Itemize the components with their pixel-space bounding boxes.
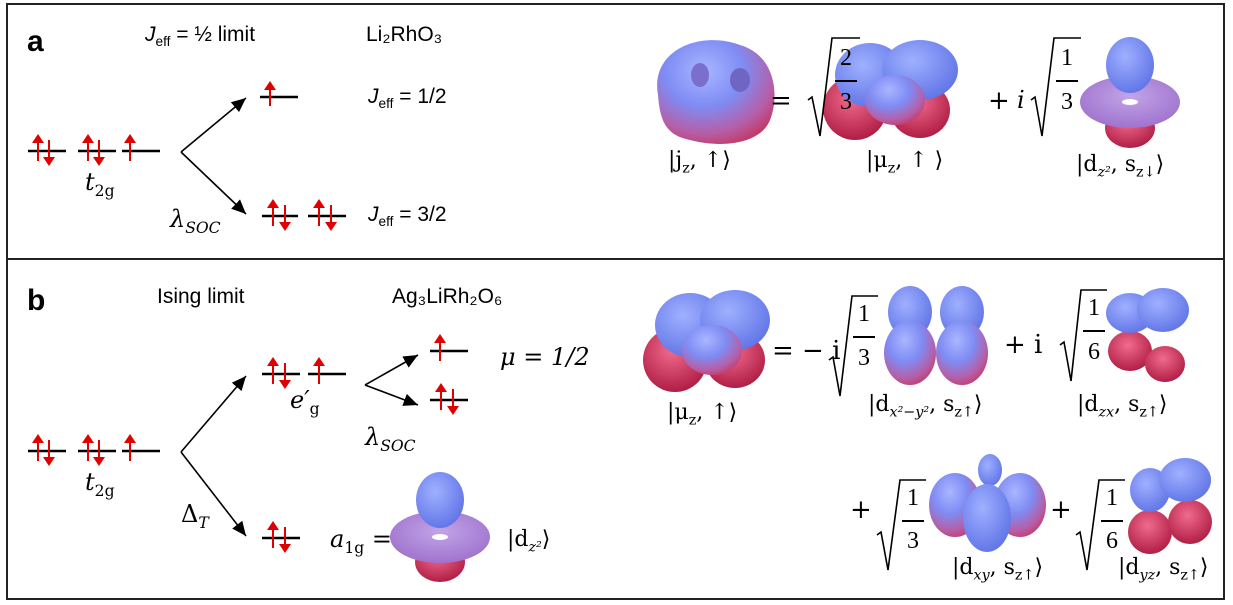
orbital-dz2-a: [1080, 37, 1180, 148]
plus-b2: +: [850, 495, 872, 525]
coef2-num: 1: [1061, 45, 1073, 71]
delta-t-label: ΔT: [181, 500, 209, 532]
jeff-limit-title: Jeff = ½ limit: [145, 23, 256, 50]
coefD-num: 1: [1106, 485, 1118, 511]
ket-mu-z-a: |μz, ↑ ⟩: [866, 148, 944, 177]
plus-i-b1: + i: [1004, 330, 1043, 360]
ket-dyz: |dyz, sz↑⟩: [1118, 555, 1209, 584]
ising-limit-title: Ising limit: [157, 285, 245, 308]
split-arrows-a: [180, 97, 247, 215]
coefC-num: 1: [907, 485, 919, 511]
compound-a: Li₂RhO₃: [366, 23, 443, 46]
coef2-den: 3: [1061, 89, 1073, 115]
sqrt-signs-b: [828, 289, 1125, 571]
equals-minus-i: = − i: [772, 336, 841, 366]
coefB-den: 6: [1088, 339, 1100, 365]
ket-dz2-b: |dz²⟩: [507, 527, 551, 556]
imag-i-a: i: [1017, 86, 1025, 114]
coefB-bar: [1083, 330, 1105, 332]
coefC-bar: [902, 520, 924, 522]
panel-a-label: a: [27, 25, 44, 58]
coefD-den: 6: [1106, 528, 1118, 554]
sqrt-signs-a: [807, 37, 1081, 137]
ket-jz-up: |jz, ↑⟩: [668, 148, 731, 177]
mu-half-label: μ = 1/2: [500, 343, 590, 371]
ket-dzx: |dzx, sz↑⟩: [1077, 392, 1168, 421]
panel-b-label: b: [27, 284, 46, 317]
coefD-bar: [1101, 520, 1123, 522]
electron-arrows-a-t2g: [32, 134, 136, 166]
coef1-den: 3: [840, 89, 852, 115]
coef1-num: 2: [840, 45, 852, 71]
ket-dx2-y2: |dx²−y², sz↑⟩: [868, 392, 983, 421]
jeff-threehalf-label: Jeff = 3/2: [368, 203, 447, 230]
ket-dz2-down: |dz², sz↓⟩: [1076, 152, 1165, 181]
jeff-half-label: Jeff = 1/2: [368, 85, 447, 112]
coef1-bar: [835, 80, 857, 82]
coef2-bar: [1056, 80, 1078, 82]
t2g-label-a: t2g: [85, 168, 115, 200]
orbital-mu-z-a: [823, 40, 958, 140]
coefA-den: 3: [858, 345, 870, 371]
electron-arrows-a-split: [264, 81, 337, 231]
orbital-mu-z-b: [643, 290, 770, 392]
coefC-den: 3: [907, 528, 919, 554]
panel-b: [6, 258, 1225, 600]
coefA-bar: [853, 336, 875, 338]
t2g-label-b: t2g: [85, 468, 115, 500]
jeff-levels-a: [260, 95, 346, 218]
orbital-dx2-y2: [884, 286, 988, 385]
lambda-soc-a: λSOC: [170, 205, 221, 237]
plus-a: +: [988, 86, 1010, 116]
orbital-dxy: [929, 454, 1046, 552]
crystal-field-levels-b: [262, 349, 468, 540]
ket-mu-z-b: |μz, ↑⟩: [667, 400, 738, 429]
split-arrows-b: [180, 354, 419, 537]
orbital-a1g-dz2: [390, 472, 490, 582]
coefA-num: 1: [858, 301, 870, 327]
eg-label: e′g: [290, 386, 320, 418]
electron-arrows-b-split: [267, 334, 459, 553]
compound-b: Ag₃LiRh₂O₆: [392, 285, 503, 308]
ket-dxy: |dxy, sz↑⟩: [952, 555, 1044, 584]
orbital-dzx: [1106, 288, 1189, 382]
orbital-jz-up: [657, 40, 775, 144]
coefB-num: 1: [1088, 295, 1100, 321]
a1g-label: a1g =: [330, 525, 392, 557]
electron-arrows-b-t2g: [32, 434, 136, 466]
orbital-dyz: [1128, 458, 1212, 554]
plus-b3: +: [1050, 495, 1072, 525]
equals-a: =: [770, 86, 792, 116]
lambda-soc-b: λSOC: [365, 423, 416, 455]
